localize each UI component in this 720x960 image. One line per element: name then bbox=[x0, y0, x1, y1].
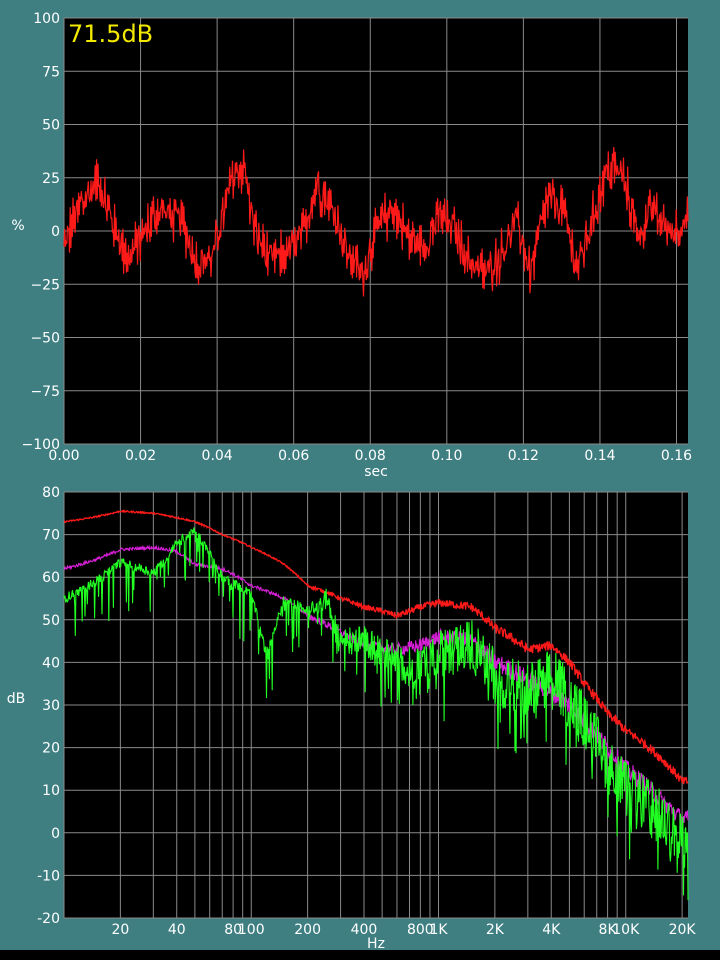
waveform-y-tick-label: −100 bbox=[22, 437, 60, 453]
spectrum-line bbox=[63, 509, 689, 785]
waveform-y-tick-label: 0 bbox=[51, 224, 60, 240]
spectrum-x-tick-label: 200 bbox=[294, 922, 321, 938]
waveform-y-tick-label: 100 bbox=[33, 11, 60, 27]
waveform-y-tick-label: 50 bbox=[42, 118, 60, 134]
waveform-x-tick-label: 0.02 bbox=[125, 448, 156, 464]
spectrum-x-tick-label: 400 bbox=[351, 922, 378, 938]
waveform-x-tick-label: 0.00 bbox=[48, 448, 79, 464]
waveform-y-tick-label: 75 bbox=[42, 64, 60, 80]
spectrum-y-axis-label: dB bbox=[7, 691, 26, 707]
spectrum-y-tick-label: 0 bbox=[51, 826, 60, 842]
waveform-x-tick-label: 0.16 bbox=[661, 448, 692, 464]
spectrum-y-tick-label: 40 bbox=[42, 655, 60, 671]
spectrum-x-tick-label: 10K bbox=[612, 922, 640, 938]
spectrum-x-tick-label: 80 bbox=[224, 922, 242, 938]
spectrum-series bbox=[63, 509, 689, 901]
spectrum-x-tick-label: 1K bbox=[429, 922, 448, 938]
waveform-x-tick-label: 0.04 bbox=[202, 448, 233, 464]
spectrum-line bbox=[63, 527, 689, 901]
spectrum-grid bbox=[63, 491, 688, 919]
waveform-line bbox=[63, 146, 689, 297]
waveform-series bbox=[63, 146, 689, 297]
spectrum-y-tick-label: 20 bbox=[42, 741, 60, 757]
spectrum-y-tick-label: 70 bbox=[42, 528, 60, 544]
waveform-y-tick-label: 25 bbox=[42, 171, 60, 187]
spectrum-x-tick-label: 800 bbox=[407, 922, 434, 938]
spectrum-y-tick-label: 50 bbox=[42, 613, 60, 629]
waveform-y-axis-label: % bbox=[11, 218, 24, 234]
waveform-x-tick-label: 0.06 bbox=[278, 448, 309, 464]
waveform-tick-labels: 0.00 0.02 0.04 0.06 0.08 0.10 0.12 0.14 0.16 100 7… bbox=[22, 11, 693, 464]
spectrum-y-tick-label: -20 bbox=[37, 911, 60, 927]
spectrum-y-tick-label: 80 bbox=[42, 485, 60, 501]
waveform-y-tick-label: −25 bbox=[30, 277, 60, 293]
waveform-x-axis-label: sec bbox=[364, 464, 388, 480]
spectrum-x-tick-label: 20 bbox=[111, 922, 129, 938]
spectrum-y-tick-label: -10 bbox=[37, 868, 60, 884]
spectrum-x-tick-label: 100 bbox=[238, 922, 265, 938]
waveform-x-tick-label: 0.08 bbox=[355, 448, 386, 464]
waveform-chart: 0.00 0.02 0.04 0.06 0.08 0.10 0.12 0.14 0.16 100 7… bbox=[11, 11, 692, 480]
level-readout: 71.5dB bbox=[68, 20, 153, 48]
spectrum-y-tick-label: 30 bbox=[42, 698, 60, 714]
waveform-y-tick-label: −50 bbox=[30, 331, 60, 347]
spectrum-x-tick-label: 40 bbox=[168, 922, 186, 938]
spectrum-x-axis-label: Hz bbox=[367, 936, 385, 950]
spectrum-x-tick-label: 2K bbox=[486, 922, 505, 938]
spectrum-x-tick-label: 4K bbox=[542, 922, 561, 938]
waveform-x-tick-label: 0.14 bbox=[584, 448, 615, 464]
spectrum-y-tick-label: 60 bbox=[42, 570, 60, 586]
waveform-x-tick-label: 0.10 bbox=[431, 448, 462, 464]
waveform-y-tick-label: −75 bbox=[30, 384, 60, 400]
bottom-strip bbox=[0, 950, 720, 960]
spectrum-x-tick-label: 8K bbox=[599, 922, 618, 938]
spectrum-x-tick-label: 20K bbox=[669, 922, 697, 938]
spectrum-y-tick-label: 10 bbox=[42, 783, 60, 799]
waveform-grid bbox=[63, 17, 688, 445]
waveform-x-tick-label: 0.12 bbox=[508, 448, 539, 464]
